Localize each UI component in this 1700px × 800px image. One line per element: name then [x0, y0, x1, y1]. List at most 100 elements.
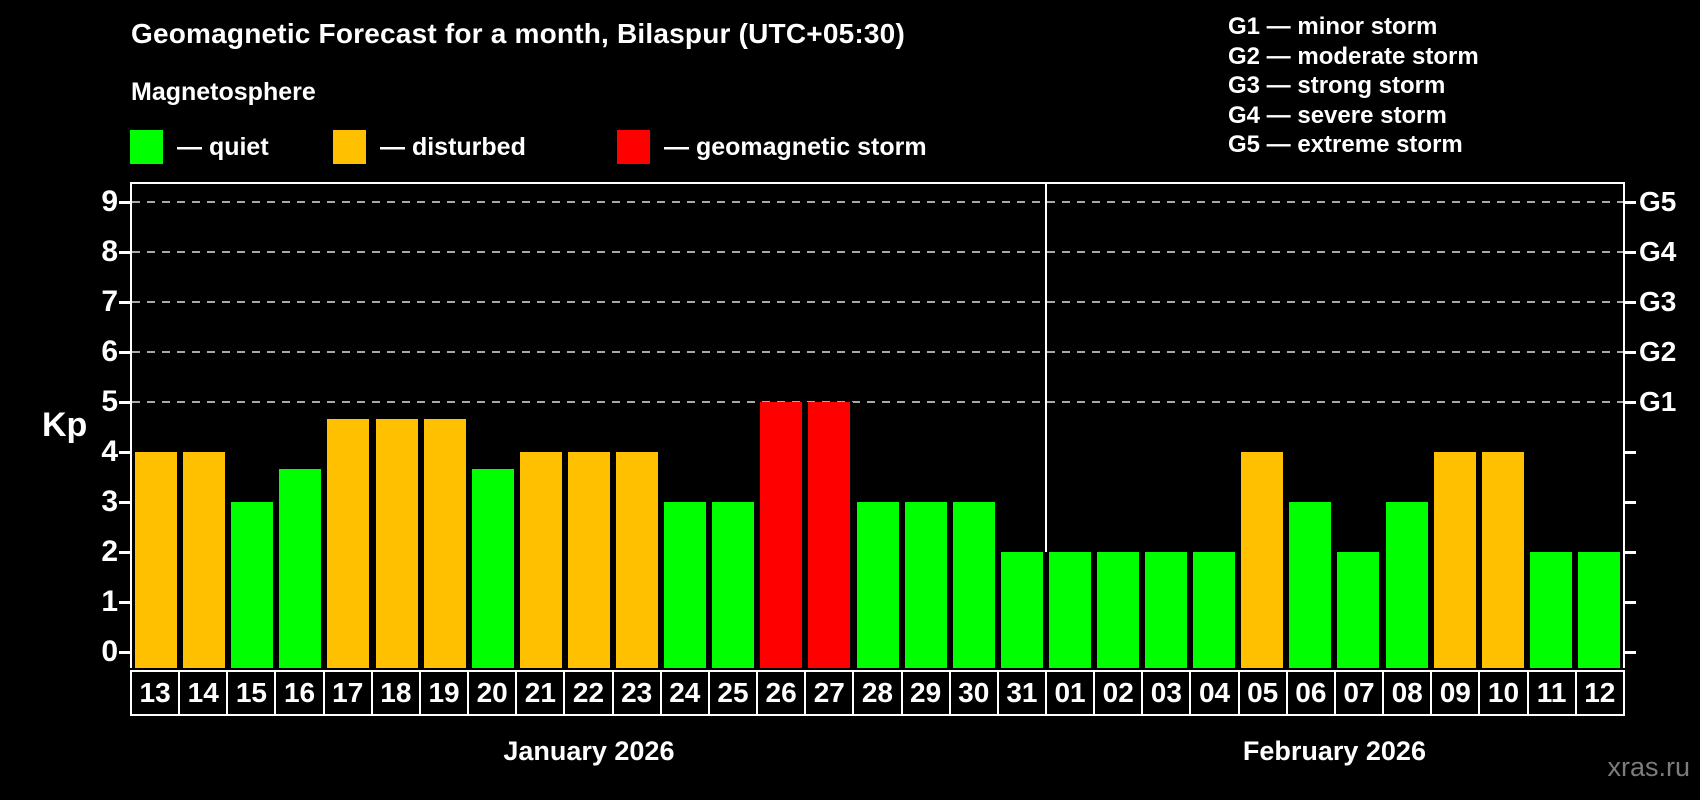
y-tick-left-5 [119, 401, 130, 404]
legend-item-quiet: — quiet [130, 128, 269, 166]
y-tick-left-9 [119, 201, 130, 204]
y-tick-left-0 [119, 651, 130, 654]
y-tick-left-7 [119, 301, 130, 304]
g-level-label-G1: G1 [1639, 386, 1677, 417]
gridline-kp7 [132, 301, 1623, 303]
y-axis-tick-label-0: 0 [101, 635, 118, 668]
date-cell-26: 26 [758, 672, 807, 714]
y-tick-left-1 [119, 601, 130, 604]
kp-bar-25 [712, 502, 755, 668]
month-label-january: January 2026 [503, 736, 675, 766]
date-cell-06: 06 [1288, 672, 1336, 714]
date-cell-22: 22 [565, 672, 614, 714]
g-level-label-G2: G2 [1639, 336, 1677, 367]
y-axis-tick-label-2: 2 [101, 535, 118, 568]
gridline-kp5 [132, 401, 1623, 403]
date-cell-20: 20 [469, 672, 518, 714]
y-tick-right-9 [1625, 201, 1636, 204]
kp-bar-30 [952, 502, 995, 668]
y-axis-tick-label-3: 3 [101, 485, 118, 518]
y-tick-right-7 [1625, 301, 1636, 304]
date-cell-19: 19 [421, 672, 470, 714]
date-cell-12: 12 [1584, 677, 1616, 708]
date-cell-29: 29 [903, 672, 951, 714]
y-tick-left-8 [119, 251, 130, 254]
y-tick-right-5 [1625, 401, 1636, 404]
y-tick-left-6 [119, 351, 130, 354]
kp-bar-06 [1289, 502, 1332, 668]
month-label-february: February 2026 [1242, 736, 1426, 766]
date-axis: 13 14 15 16 17 18 19 20 21 22 23 24 25 26 27 28 29 30 31 01… [130, 670, 1625, 716]
y-tick-right-3 [1625, 501, 1636, 504]
disturbed-color-swatch [333, 130, 366, 164]
kp-bar-19 [423, 418, 466, 668]
y-tick-left-2 [119, 551, 130, 554]
date-cell-15: 15 [228, 672, 277, 714]
date-cell-18: 18 [373, 672, 421, 714]
y-axis-tick-label-9: 9 [101, 185, 118, 218]
kp-bar-13 [135, 452, 178, 668]
legend-item-disturbed: — disturbed [333, 128, 526, 166]
g-level-label-G5: G5 [1639, 186, 1677, 217]
date-cell-27: 27 [806, 672, 855, 714]
date-cell-02: 02 [1095, 672, 1144, 714]
kp-bar-29 [904, 502, 947, 668]
g1-legend-line: G1 — minor storm [1228, 13, 1438, 40]
date-cell-24: 24 [662, 672, 710, 714]
kp-bar-16 [279, 468, 322, 668]
quiet-color-swatch [130, 130, 163, 164]
date-cell-11: 11 [1529, 672, 1577, 714]
month-separator [1044, 184, 1047, 668]
date-cell-23: 23 [614, 672, 662, 714]
y-axis-tick-label-1: 1 [101, 585, 118, 618]
kp-bar-03 [1145, 552, 1188, 668]
date-cell-30: 30 [951, 672, 999, 714]
kp-bar-15 [231, 502, 274, 668]
kp-bar-27 [808, 402, 851, 668]
legend-label-quiet: — quiet [177, 132, 269, 161]
date-cell-13: 13 [132, 672, 181, 714]
kp-bar-23 [616, 452, 659, 668]
y-axis-tick-label-7: 7 [101, 285, 118, 318]
kp-bar-14 [183, 452, 226, 668]
date-cell-17: 17 [325, 672, 373, 714]
date-cell-04: 04 [1191, 672, 1240, 714]
kp-bar-05 [1241, 452, 1284, 668]
date-cell-05: 05 [1240, 672, 1288, 714]
g3-legend-line: G3 — strong storm [1228, 72, 1446, 99]
date-cell-14: 14 [180, 672, 229, 714]
date-cell-10: 10 [1480, 672, 1529, 714]
kp-bar-09 [1433, 452, 1476, 668]
magnetosphere-label: Magnetosphere [131, 78, 316, 106]
kp-bar-18 [375, 418, 418, 668]
kp-bar-02 [1096, 552, 1139, 668]
kp-bar-24 [664, 502, 707, 668]
kp-bar-17 [327, 418, 370, 668]
date-cell-01: 01 [1047, 672, 1096, 714]
legend-label-disturbed: — disturbed [380, 132, 526, 161]
plot-area [130, 182, 1625, 668]
date-cell-25: 25 [710, 672, 759, 714]
y-tick-right-0 [1625, 651, 1636, 654]
date-cell-31: 31 [999, 672, 1047, 714]
kp-bar-20 [471, 468, 514, 668]
storm-color-swatch [617, 130, 650, 164]
kp-bar-12 [1577, 552, 1620, 668]
y-tick-left-4 [119, 451, 130, 454]
kp-bar-21 [519, 452, 562, 668]
kp-bar-08 [1385, 502, 1428, 668]
kp-bar-28 [856, 502, 899, 668]
kp-bar-22 [567, 452, 610, 668]
gridline-kp6 [132, 351, 1623, 353]
y-axis-tick-label-5: 5 [101, 385, 118, 418]
date-cell-08: 08 [1384, 672, 1433, 714]
y-axis-label: Kp [42, 406, 88, 444]
gridline-kp8 [132, 251, 1623, 253]
kp-bar-01 [1048, 552, 1091, 668]
date-cell-03: 03 [1143, 672, 1192, 714]
g-level-label-G3: G3 [1639, 286, 1677, 317]
g2-legend-line: G2 — moderate storm [1228, 42, 1479, 70]
date-cell-28: 28 [854, 672, 903, 714]
kp-bar-10 [1481, 452, 1524, 668]
